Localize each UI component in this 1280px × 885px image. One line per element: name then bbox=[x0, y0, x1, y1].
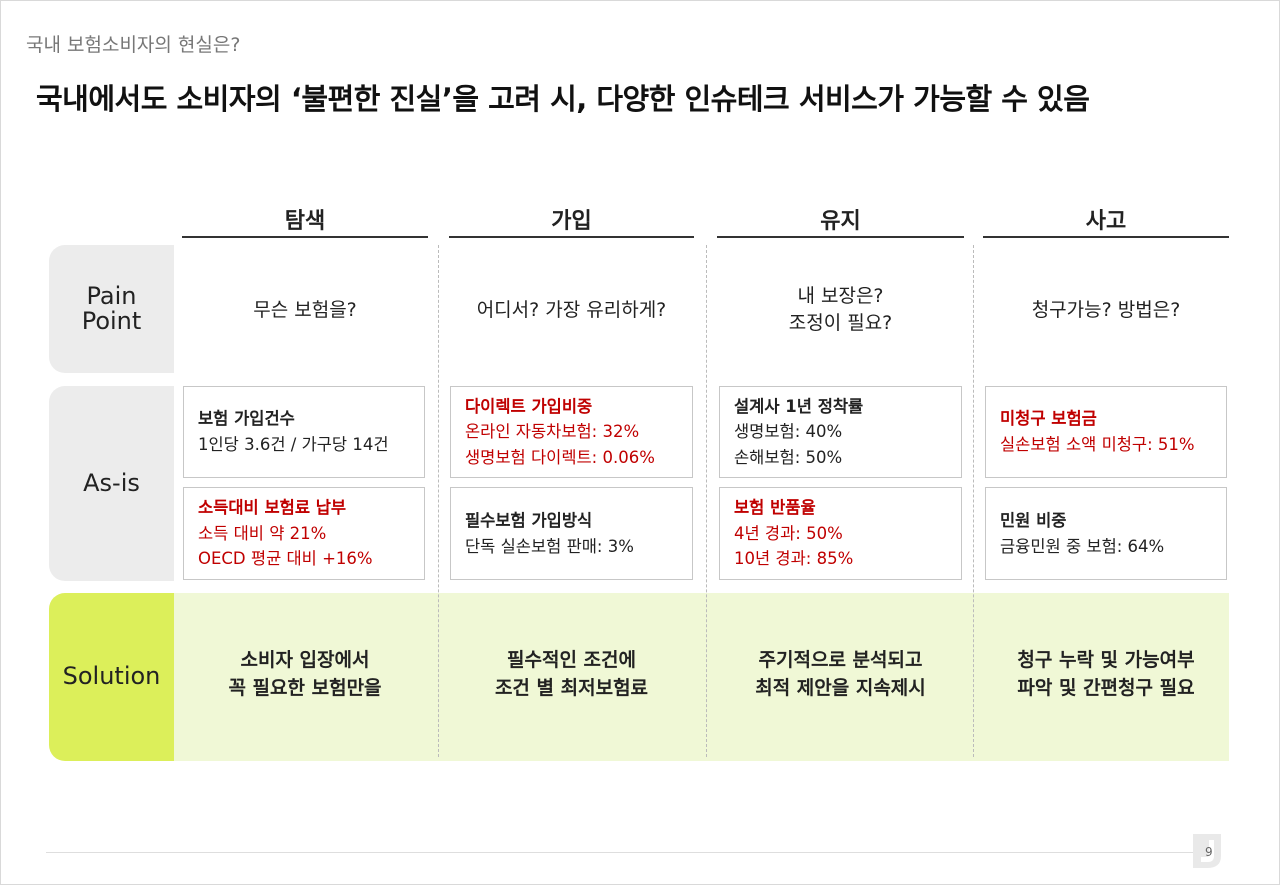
pain-point-line: 조정이 필요? bbox=[788, 312, 893, 334]
footer-divider bbox=[46, 852, 1206, 853]
row-label-solution: Solution bbox=[49, 593, 174, 761]
card-line: 금융민원 중 보험: 64% bbox=[1000, 536, 1165, 556]
as-is-card: 보험 가입건수 1인당 3.6건 / 가구당 14건 bbox=[183, 386, 425, 478]
as-is-card: 민원 비중 금융민원 중 보험: 64% bbox=[985, 487, 1227, 580]
solution-band bbox=[174, 593, 1229, 761]
solution-line: 최적 제안을 지속제시 bbox=[755, 677, 926, 699]
row-label-as-is: As-is bbox=[49, 386, 174, 581]
card-line: 생명보험 다이렉트: 0.06% bbox=[465, 447, 655, 467]
card-line: 실손보험 소액 미청구: 51% bbox=[1000, 435, 1195, 454]
pain-point-cell: 어디서? 가장 유리하게? bbox=[449, 270, 694, 350]
slide-subtitle: 국내 보험소비자의 현실은? bbox=[26, 34, 241, 56]
column-divider bbox=[706, 245, 707, 757]
column-underline bbox=[182, 236, 428, 238]
card-line: 단독 실손보험 판매: 3% bbox=[465, 536, 634, 556]
card-line: 4년 경과: 50% bbox=[734, 523, 843, 543]
card-title: 소득대비 보험료 납부 bbox=[198, 498, 347, 518]
solution-line: 청구 누락 및 가능여부 bbox=[1017, 649, 1195, 672]
solution-line: 꼭 필요한 보험만을 bbox=[228, 677, 382, 699]
card-title: 필수보험 가입방식 bbox=[465, 510, 593, 530]
row-label-pain-line1: Pain bbox=[86, 281, 137, 310]
column-underline bbox=[717, 236, 964, 238]
row-label-pain-point: Pain Point bbox=[49, 245, 174, 373]
column-header-maintain: 유지 bbox=[820, 209, 861, 234]
card-line: 1인당 3.6건 / 가구당 14건 bbox=[198, 435, 389, 454]
solution-line: 파악 및 간편청구 필요 bbox=[1017, 677, 1195, 699]
solution-line: 소비자 입장에서 bbox=[240, 649, 370, 672]
as-is-card: 소득대비 보험료 납부 소득 대비 약 21% OECD 평균 대비 +16% bbox=[183, 487, 425, 580]
column-underline bbox=[449, 236, 694, 238]
slide-title: 국내에서도 소비자의 ‘불편한 진실’을 고려 시, 다양한 인슈테크 서비스가… bbox=[36, 82, 1090, 116]
column-underline bbox=[983, 236, 1229, 238]
card-title: 보험 가입건수 bbox=[198, 409, 295, 429]
solution-line: 필수적인 조건에 bbox=[507, 649, 636, 672]
solution-line: 주기적으로 분석되고 bbox=[758, 649, 923, 672]
column-header-search: 탐색 bbox=[284, 209, 326, 234]
as-is-card: 필수보험 가입방식 단독 실손보험 판매: 3% bbox=[450, 487, 693, 580]
card-line: OECD 평균 대비 +16% bbox=[198, 549, 373, 569]
pain-point-line: 내 보장은? bbox=[797, 285, 884, 308]
card-title: 민원 비중 bbox=[1000, 510, 1067, 530]
card-title: 미청구 보험금 bbox=[1000, 409, 1097, 429]
card-line: 소득 대비 약 21% bbox=[198, 523, 327, 543]
card-title: 다이렉트 가입비중 bbox=[465, 396, 593, 416]
page-number: 9 bbox=[1205, 845, 1213, 859]
card-title: 설계사 1년 정착률 bbox=[734, 396, 864, 416]
pain-point-line: 무슨 보험을? bbox=[253, 298, 357, 321]
column-header-accident: 사고 bbox=[1085, 209, 1127, 234]
as-is-card: 다이렉트 가입비중 온라인 자동차보험: 32% 생명보험 다이렉트: 0.06… bbox=[450, 386, 693, 478]
row-label-as-is-text: As-is bbox=[83, 468, 140, 497]
column-divider bbox=[438, 245, 439, 757]
solution-line: 조건 별 최저보험료 bbox=[494, 677, 649, 699]
brand-logo-icon bbox=[1193, 834, 1221, 868]
as-is-card: 미청구 보험금 실손보험 소액 미청구: 51% bbox=[985, 386, 1227, 478]
as-is-card: 보험 반품율 4년 경과: 50% 10년 경과: 85% bbox=[719, 487, 962, 580]
pain-point-line: 어디서? 가장 유리하게? bbox=[476, 298, 667, 321]
pain-point-line: 청구가능? 방법은? bbox=[1031, 298, 1181, 321]
pain-point-cell: 청구가능? 방법은? bbox=[983, 270, 1229, 350]
pain-point-cell: 무슨 보험을? bbox=[182, 270, 428, 350]
column-divider bbox=[973, 245, 974, 757]
column-header-join: 가입 bbox=[551, 209, 592, 234]
pain-point-cell: 내 보장은? 조정이 필요? bbox=[717, 270, 964, 350]
card-line: 손해보험: 50% bbox=[734, 447, 843, 467]
card-line: 10년 경과: 85% bbox=[734, 549, 854, 569]
card-line: 생명보험: 40% bbox=[734, 422, 843, 442]
row-label-solution-text: Solution bbox=[62, 662, 161, 691]
card-title: 보험 반품율 bbox=[734, 498, 816, 518]
row-label-pain-line2: Point bbox=[81, 307, 142, 335]
card-line: 온라인 자동차보험: 32% bbox=[465, 422, 640, 442]
as-is-card: 설계사 1년 정착률 생명보험: 40% 손해보험: 50% bbox=[719, 386, 962, 478]
